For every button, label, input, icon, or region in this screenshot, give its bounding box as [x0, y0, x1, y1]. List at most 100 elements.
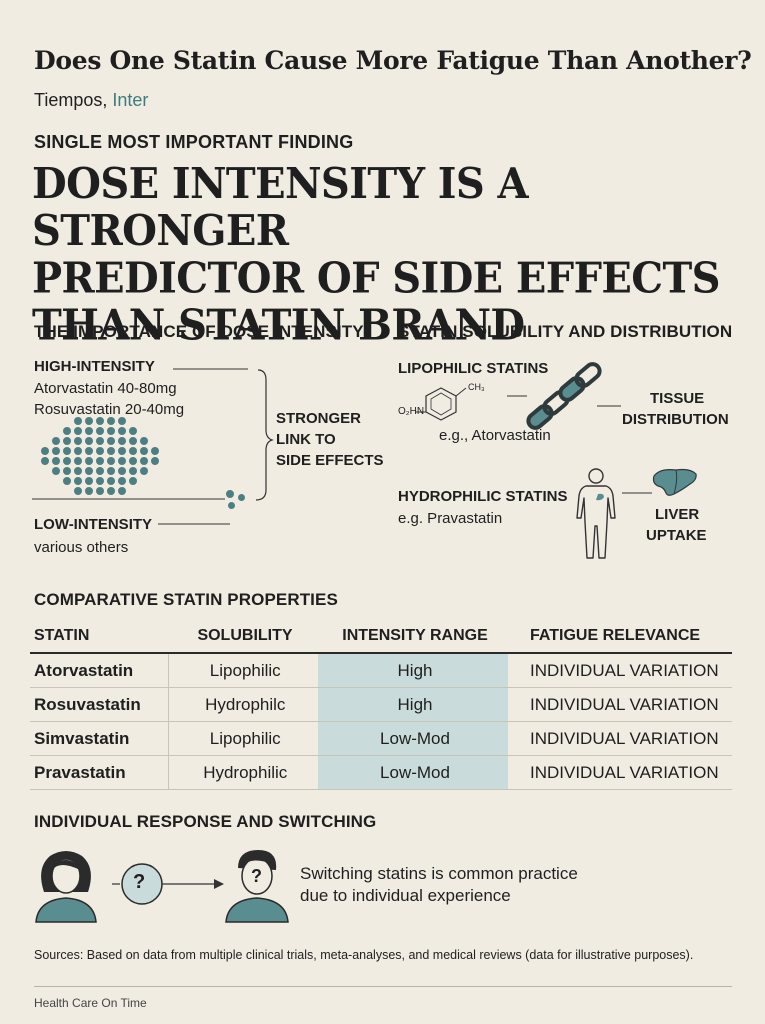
- link-text-2: LINK TO: [276, 431, 336, 448]
- cell-intensity: High: [318, 653, 508, 688]
- cluster-dot-icon: [63, 437, 71, 445]
- cluster-dot-icon: [41, 457, 49, 465]
- high-intensity-drug-1: Atorvastatin 40-80mg: [34, 380, 177, 397]
- cluster-dot-icon: [107, 427, 115, 435]
- cluster-dot-icon: [140, 447, 148, 455]
- cell-solubility: Hydrophilc: [167, 687, 318, 722]
- lipophilic-example: e.g., Atorvastatin: [439, 427, 551, 444]
- cluster-dot-icon: [96, 427, 104, 435]
- liver-icon: [652, 468, 697, 496]
- cluster-dot-icon: [107, 457, 115, 465]
- footer-divider: [34, 986, 732, 987]
- cluster-dot-icon: [107, 447, 115, 455]
- cluster-dot-icon: [118, 447, 126, 455]
- cluster-dot-icon: [96, 437, 104, 445]
- finding-kicker: SINGLE MOST IMPORTANT FINDING: [34, 132, 354, 152]
- cell-statin: Atorvastatin: [30, 653, 168, 688]
- cluster-dot-icon: [52, 467, 60, 475]
- cell-statin: Pravastatin: [30, 755, 168, 790]
- cluster-dot-icon: [63, 477, 71, 485]
- cluster-dot-icon: [63, 457, 71, 465]
- statin-properties-table: STATIN SOLUBILITY INTENSITY RANGE FATIGU…: [30, 620, 732, 790]
- small-dot-icon: [228, 502, 235, 509]
- cluster-dot-icon: [107, 417, 115, 425]
- liver-label-2: UPTAKE: [646, 527, 707, 544]
- cluster-dot-icon: [85, 447, 93, 455]
- cell-solubility: Lipophilic: [167, 653, 318, 688]
- sources-note: Sources: Based on data from multiple cli…: [34, 948, 694, 962]
- table-row: Simvastatin Lipophilic Low-Mod INDIVIDUA…: [30, 721, 732, 756]
- hydrophilic-example: e.g. Pravastatin: [398, 510, 503, 527]
- table-row: Atorvastatin Lipophilic High INDIVIDUAL …: [30, 653, 732, 688]
- cluster-dot-icon: [85, 417, 93, 425]
- font-credit: Tiempos, Inter: [34, 90, 148, 111]
- cell-solubility: Lipophilic: [167, 721, 318, 756]
- cluster-dot-icon: [96, 417, 104, 425]
- cluster-dot-icon: [129, 467, 137, 475]
- cluster-dot-icon: [96, 467, 104, 475]
- header-intensity-range: INTENSITY RANGE: [342, 627, 488, 644]
- cluster-dot-icon: [96, 487, 104, 495]
- chain-icon: [507, 362, 621, 430]
- man-avatar-icon: [225, 850, 289, 923]
- cluster-dot-icon: [118, 467, 126, 475]
- cluster-dot-icon: [74, 457, 82, 465]
- cluster-dot-icon: [140, 457, 148, 465]
- link-text-1: STRONGER: [276, 410, 362, 427]
- switching-section-title: INDIVIDUAL RESPONSE AND SWITCHING: [34, 812, 377, 831]
- cluster-dot-icon: [52, 457, 60, 465]
- dose-section-title: THE IMPORTANCE OF DOSE INTENSITY: [34, 322, 364, 341]
- cluster-dot-icon: [85, 477, 93, 485]
- cluster-dot-icon: [74, 477, 82, 485]
- cluster-dot-icon: [74, 427, 82, 435]
- dot-cluster-icon: [30, 417, 170, 500]
- switch-flow-icon: [112, 863, 224, 905]
- table-header-row: STATIN SOLUBILITY INTENSITY RANGE FATIGU…: [30, 620, 732, 653]
- cluster-dot-icon: [85, 487, 93, 495]
- cluster-dot-icon: [52, 437, 60, 445]
- cell-fatigue: INDIVIDUAL VARIATION: [508, 755, 732, 790]
- chem-right-label: CH₃: [468, 382, 485, 392]
- cluster-dot-icon: [151, 457, 159, 465]
- cluster-dot-icon: [129, 427, 137, 435]
- cell-statin: Simvastatin: [30, 721, 168, 756]
- cluster-dot-icon: [74, 487, 82, 495]
- tissue-label-1: TISSUE: [650, 390, 705, 407]
- woman-avatar-icon: [35, 851, 97, 923]
- cluster-dot-icon: [74, 417, 82, 425]
- hydrophilic-label: HYDROPHILIC STATINS: [398, 488, 568, 505]
- cluster-dot-icon: [129, 457, 137, 465]
- footer-brand: Health Care On Time: [34, 996, 147, 1010]
- cluster-dot-icon: [63, 467, 71, 475]
- cell-statin: Rosuvastatin: [30, 687, 168, 722]
- cluster-dot-icon: [140, 467, 148, 475]
- cluster-dot-icon: [118, 477, 126, 485]
- cluster-dot-icon: [118, 437, 126, 445]
- cluster-dot-icon: [96, 457, 104, 465]
- page-title: Does One Statin Cause More Fatigue Than …: [34, 46, 752, 75]
- benzene-ring-icon: [416, 387, 467, 421]
- lipophilic-label: LIPOPHILIC STATINS: [398, 360, 549, 377]
- header-statin: STATIN: [34, 627, 90, 644]
- header-solubility: SOLUBILITY: [197, 627, 293, 644]
- cluster-dot-icon: [107, 487, 115, 495]
- finding-headline: DOSE INTENSITY IS A STRONGER PREDICTOR O…: [32, 158, 721, 351]
- question-mark-text: ?: [133, 871, 146, 893]
- low-intensity-text: various others: [34, 539, 129, 556]
- cluster-dot-icon: [96, 447, 104, 455]
- cluster-dot-icon: [129, 437, 137, 445]
- header-fatigue-relevance: FATIGUE RELEVANCE: [530, 627, 701, 644]
- cluster-dot-icon: [85, 457, 93, 465]
- hydrophilic-leader-line: [622, 492, 652, 494]
- cluster-dot-icon: [63, 447, 71, 455]
- cluster-dot-icon: [118, 457, 126, 465]
- cluster-dot-icon: [85, 427, 93, 435]
- dose-connector-lines: [32, 368, 274, 525]
- cluster-dot-icon: [107, 477, 115, 485]
- cell-solubility: Hydrophilic: [167, 755, 318, 790]
- table-row: Pravastatin Hydrophilic Low-Mod INDIVIDU…: [30, 755, 732, 790]
- cell-intensity: Low-Mod: [318, 721, 508, 756]
- small-dot-icon: [238, 494, 245, 501]
- chem-left-label: O₂HN: [398, 406, 425, 417]
- tissue-label-2: DISTRIBUTION: [622, 411, 729, 428]
